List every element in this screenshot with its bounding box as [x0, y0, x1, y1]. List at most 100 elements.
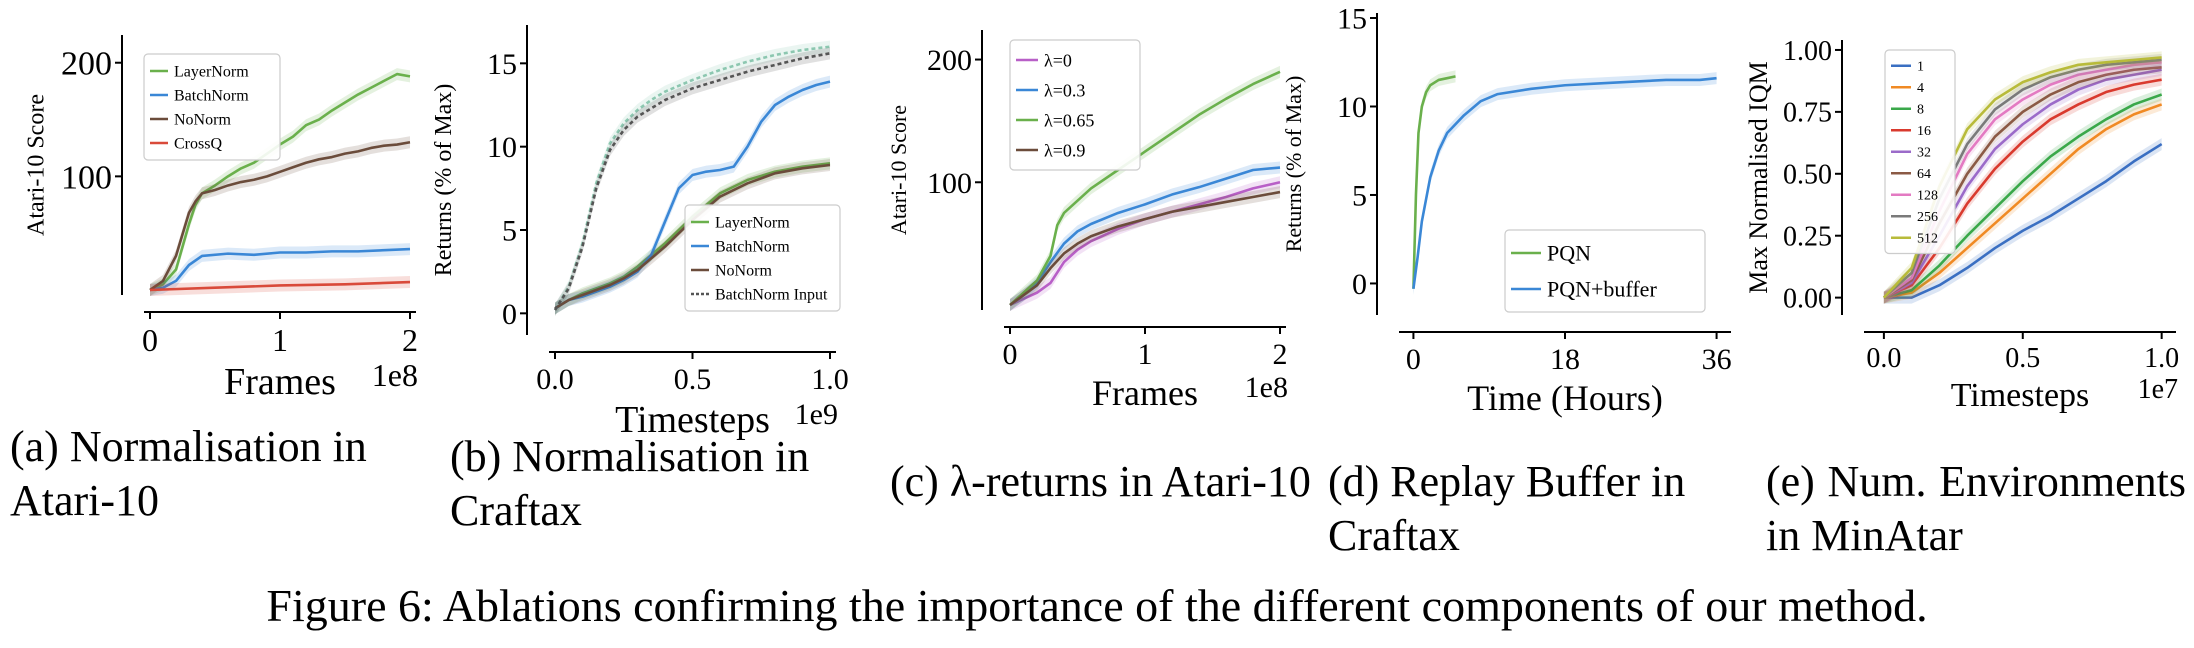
y-tick-label: 0	[1352, 268, 1367, 301]
x-axis-multiplier: 1e7	[2138, 374, 2178, 405]
series-pqn-line	[1412, 75, 1456, 289]
series-4-line	[1883, 103, 2163, 299]
series--0-9-band	[1010, 186, 1280, 311]
series-crossq-line	[149, 280, 411, 292]
legend-label: 32	[1917, 146, 1931, 161]
series-16-line	[1883, 78, 2162, 299]
y-axis-label: Returns (% of Max)	[1281, 76, 1306, 253]
legend-label: CrossQ	[174, 136, 222, 153]
series--0-3-line	[1009, 166, 1281, 307]
legend-label: PQN+buffer	[1547, 277, 1657, 302]
y-tick-label: 1.00	[1783, 36, 1832, 67]
legend-label: λ=0.65	[1044, 110, 1094, 130]
y-tick-label: 15	[1337, 3, 1367, 36]
series-pqn-band	[1413, 70, 1456, 295]
y-axis-label: Max Normalised IQM	[1744, 61, 1773, 294]
legend-label: PQN	[1547, 241, 1591, 266]
legend-label: 4	[1917, 81, 1924, 96]
legend-label: 1	[1917, 60, 1924, 75]
y-tick-label: 200	[61, 46, 112, 83]
legend-box	[684, 204, 841, 312]
y-tick-label: 15	[487, 48, 517, 81]
x-axis-label: Timesteps	[1951, 377, 2090, 414]
series-256-band	[1883, 53, 2162, 304]
x-tick-label: 0.0	[1866, 343, 1901, 374]
legend-label: λ=0.9	[1044, 140, 1085, 160]
y-tick-label: 0.50	[1783, 160, 1832, 191]
series--0-9-line	[1009, 190, 1281, 307]
legend-label: 128	[1917, 189, 1938, 204]
y-tick-label: 5	[1352, 179, 1367, 212]
subcaption-a: (a) Normalisation in Atari-10	[10, 422, 367, 525]
legend-label: NoNorm	[174, 112, 231, 129]
subcaption-b: (b) Normalisation in Craftax	[450, 432, 810, 535]
series-layernorm-band	[150, 68, 410, 296]
legend-label: λ=0	[1044, 50, 1072, 70]
x-tick-label: 1	[272, 322, 288, 358]
series--0-line	[1009, 181, 1281, 307]
legend-box	[1009, 39, 1141, 171]
series-batchnorm-line	[149, 247, 411, 292]
y-axis-label: Atari-10 Score	[886, 105, 911, 235]
legend-label: λ=0.3	[1044, 80, 1085, 100]
legend-label: LayerNorm	[715, 215, 790, 232]
legend-box	[143, 53, 281, 161]
y-tick-label: 0.75	[1783, 98, 1832, 129]
series-batchnorm-line	[554, 80, 831, 310]
x-tick-label: 0	[142, 322, 158, 358]
x-tick-label: 0	[1003, 338, 1018, 371]
x-axis-label: Frames	[1092, 373, 1198, 413]
y-tick-label: 0	[502, 298, 517, 331]
subcaption-d: (d) Replay Buffer in Craftax	[1328, 457, 1686, 560]
x-tick-label: 1.0	[2144, 343, 2179, 374]
x-tick-label: 0.0	[536, 363, 574, 396]
y-tick-label: 100	[61, 159, 112, 196]
x-tick-label: 0.5	[2005, 343, 2040, 374]
subcaption-e: (e) Num. Environments in MinAtar	[1766, 457, 2186, 560]
legend-label: NoNorm	[715, 263, 772, 280]
series-nonorm-line	[149, 140, 411, 292]
x-axis-label: Timesteps	[615, 399, 770, 441]
x-tick-label: 18	[1550, 343, 1580, 376]
figure-caption: Figure 6: Ablations confirming the impor…	[266, 580, 1928, 631]
chart-c: 100 200 0 1 2 Frames 1e8 Atari-10 Score λ=0 λ=0.3…	[886, 30, 1288, 413]
y-tick-label: 5	[502, 215, 517, 248]
series-layernorm-line	[554, 162, 831, 310]
y-tick-label: 10	[1337, 91, 1367, 124]
x-tick-label: 2	[1273, 338, 1288, 371]
chart-e: 0.00 0.25 0.50 0.75 1.00 0.0 0.5 1.0 Timesteps 1e…	[1744, 36, 2179, 414]
subcaption-c: (c) λ-returns in Atari-10	[890, 457, 1311, 506]
x-tick-label: 2	[402, 322, 418, 358]
series--0-65-line	[1009, 70, 1281, 306]
x-axis-label: Frames	[224, 361, 336, 403]
x-axis-multiplier: 1e9	[795, 398, 838, 431]
series-4-band	[1883, 98, 2162, 304]
x-tick-label: 1	[1138, 338, 1153, 371]
legend-label: LayerNorm	[174, 64, 249, 81]
legend-label: BatchNorm Input	[715, 287, 828, 304]
series-nonorm-band	[555, 159, 830, 315]
x-axis-label: Time (Hours)	[1467, 378, 1663, 418]
chart-d: 0 5 10 15 0 18 36 Time (Hours) Returns (% of Max…	[1281, 3, 1732, 419]
series-8-line	[1883, 93, 2163, 299]
x-axis-multiplier: 1e8	[372, 357, 418, 393]
x-tick-label: 0.5	[674, 363, 712, 396]
legend-label: BatchNorm	[174, 88, 249, 105]
legend-label: 8	[1917, 103, 1924, 118]
y-axis-label: Returns (% of Max)	[431, 84, 457, 277]
y-tick-label: 0.25	[1783, 222, 1832, 253]
legend-box	[1884, 49, 1956, 255]
series-batchnorm-input-line	[553, 52, 831, 311]
series-batchnorm-band	[150, 243, 410, 296]
y-tick-label: 10	[487, 131, 517, 164]
y-tick-label: 0.00	[1783, 283, 1832, 314]
legend-label: 16	[1917, 124, 1931, 139]
y-axis-label: Atari-10 Score	[24, 94, 50, 236]
legend-label: BatchNorm	[715, 239, 790, 256]
x-tick-label: 36	[1702, 343, 1732, 376]
legend-label: 64	[1917, 167, 1931, 182]
chart-b: 0 5 10 15 0.0 0.5 1.0 Timesteps 1e9 Returns (% of…	[431, 25, 849, 441]
series-pqn-buffer-line	[1412, 76, 1717, 289]
x-tick-label: 1.0	[811, 363, 849, 396]
